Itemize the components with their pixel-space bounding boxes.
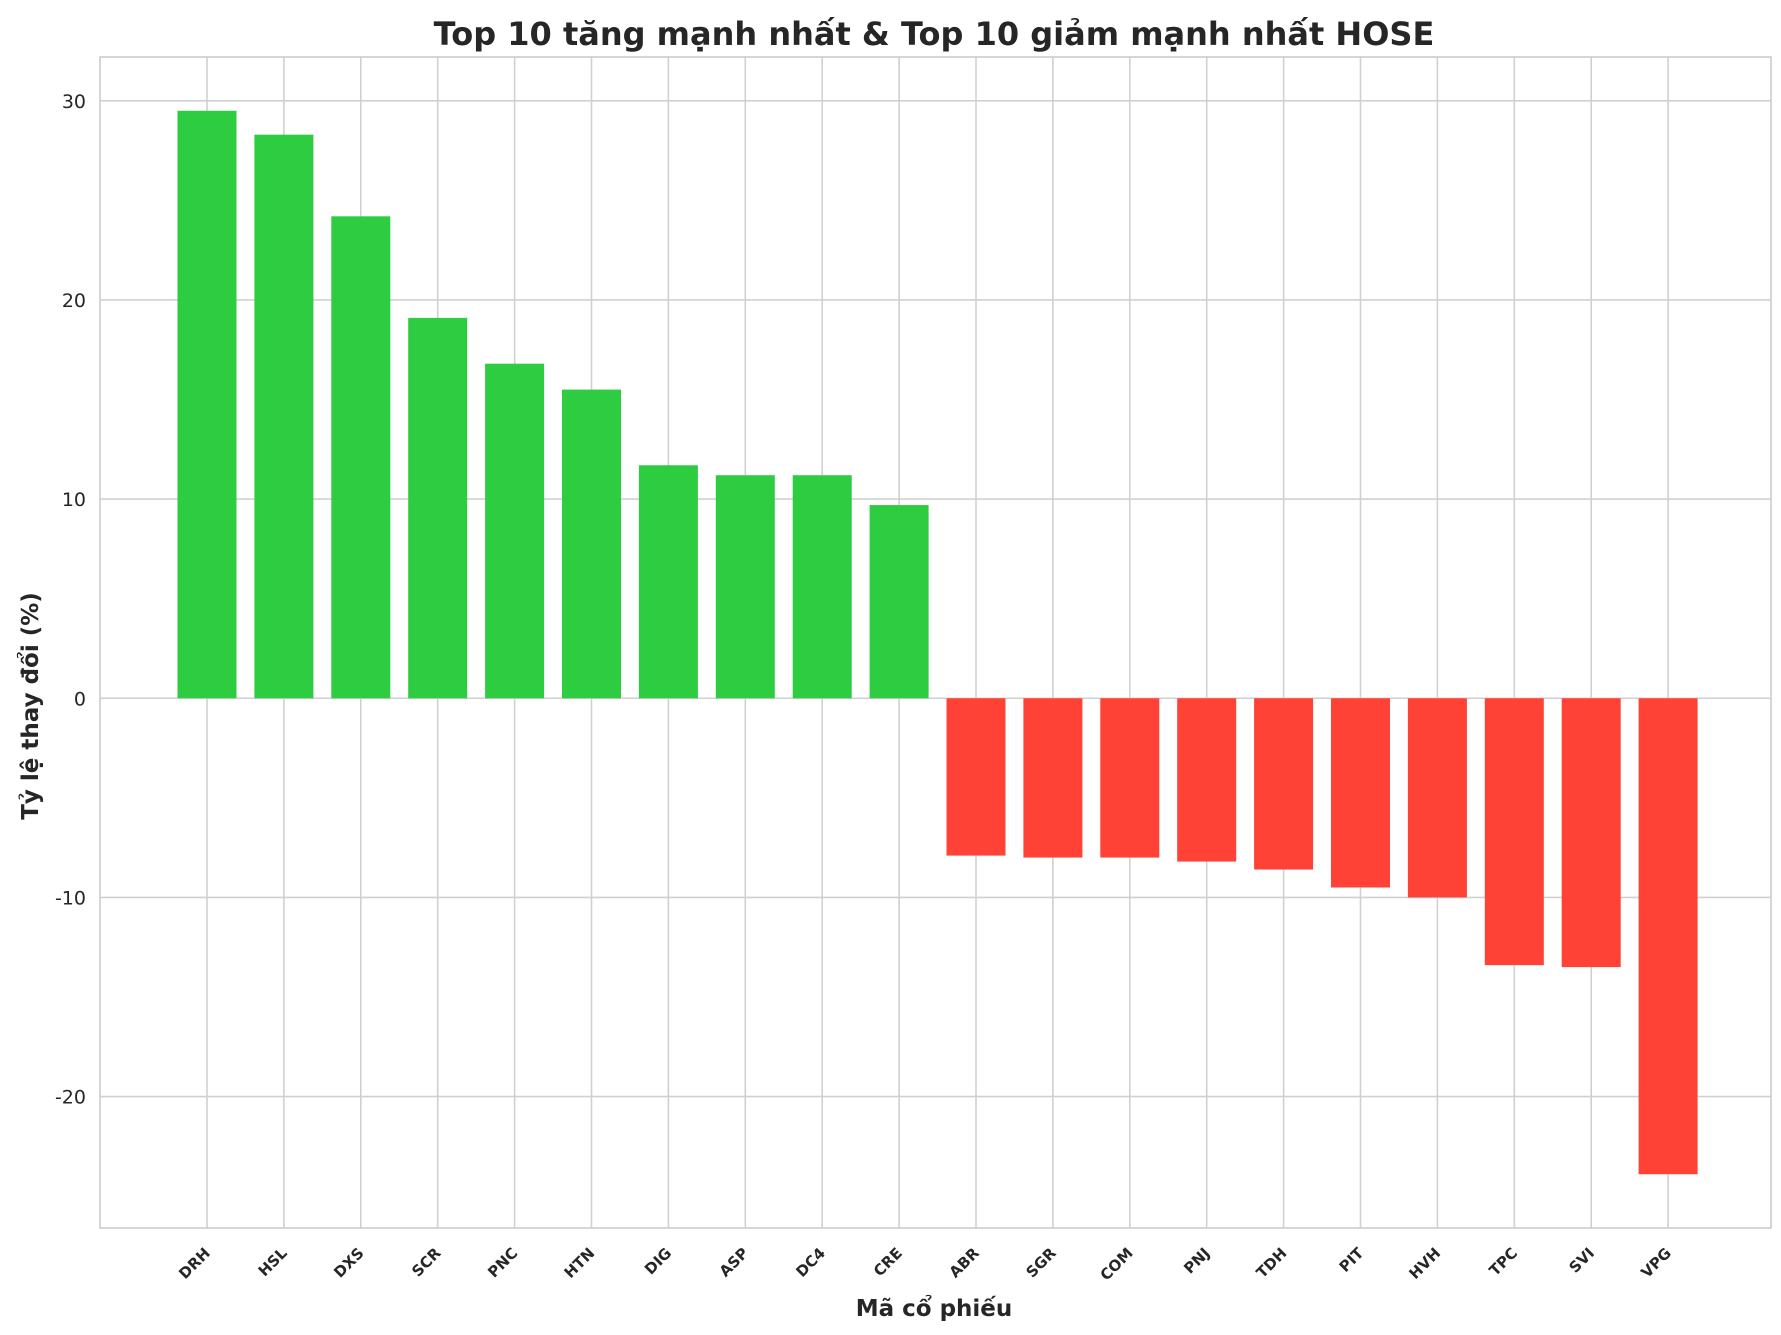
bar-asp: [715, 475, 775, 699]
bar-pnj: [1177, 698, 1237, 862]
y-tick-label: -20: [55, 1087, 86, 1109]
x-tick-label: SCR: [408, 1244, 445, 1281]
x-tick-label: DIG: [641, 1244, 675, 1278]
bar-pnc: [485, 363, 545, 699]
bar-sgr: [1023, 698, 1083, 858]
x-tick-label: HSL: [255, 1244, 291, 1280]
x-tick-label: ABR: [946, 1244, 984, 1282]
bar-tdh: [1254, 698, 1314, 870]
bar-htn: [562, 389, 621, 699]
bar-cre: [869, 505, 929, 699]
x-tick-label: PNJ: [1180, 1244, 1213, 1277]
y-axis-label: Tỷ lệ thay đổi (%): [16, 592, 44, 820]
bars: [177, 110, 1698, 1175]
x-tick-label: PNC: [484, 1244, 521, 1281]
x-tick-label: PIT: [1336, 1244, 1368, 1276]
bar-svi: [1561, 698, 1621, 968]
bar-hvh: [1407, 698, 1467, 898]
bar-abr: [946, 698, 1006, 856]
x-tick-label: TPC: [1486, 1244, 1522, 1280]
x-tick-label: SVI: [1566, 1244, 1599, 1277]
x-tick-label: DRH: [175, 1244, 214, 1283]
x-tick-label: CRE: [870, 1244, 906, 1280]
plot-frame: [99, 56, 1772, 1229]
x-tick-label: HTN: [561, 1244, 599, 1282]
bar-dxs: [331, 216, 391, 699]
chart-title: Top 10 tăng mạnh nhất & Top 10 giảm mạnh…: [434, 15, 1435, 53]
x-tick-label: TDH: [1253, 1244, 1291, 1282]
bar-dc4: [792, 475, 852, 699]
x-axis-ticks: DRH HSL DXS SCR PNC HTN DIG ASP DC4 CRE ABR SGR COM P…: [175, 1244, 1675, 1285]
x-tick-label: COM: [1097, 1244, 1137, 1284]
y-tick-label: -10: [55, 887, 86, 909]
y-axis-ticks: -20 -10 0 10 20 30: [55, 91, 86, 1109]
bar-dig: [638, 465, 698, 699]
x-tick-label: ASP: [716, 1244, 752, 1280]
bar-scr: [408, 317, 468, 699]
y-tick-label: 0: [74, 688, 86, 710]
bar-com: [1100, 698, 1160, 858]
y-tick-label: 20: [62, 290, 86, 312]
bar-hsl: [254, 134, 314, 699]
x-tick-label: DC4: [792, 1244, 829, 1281]
x-tick-label: DXS: [330, 1244, 367, 1281]
x-tick-label: SGR: [1022, 1244, 1060, 1282]
x-tick-label: VPG: [1638, 1244, 1675, 1281]
y-tick-label: 10: [62, 489, 86, 511]
bar-pit: [1331, 698, 1390, 888]
bar-drh: [177, 110, 237, 699]
x-tick-label: HVH: [1406, 1244, 1445, 1283]
bar-tpc: [1484, 698, 1544, 966]
y-tick-label: 30: [62, 91, 86, 113]
x-axis-label: Mã cổ phiếu: [856, 1294, 1013, 1322]
bar-vpg: [1638, 698, 1698, 1175]
